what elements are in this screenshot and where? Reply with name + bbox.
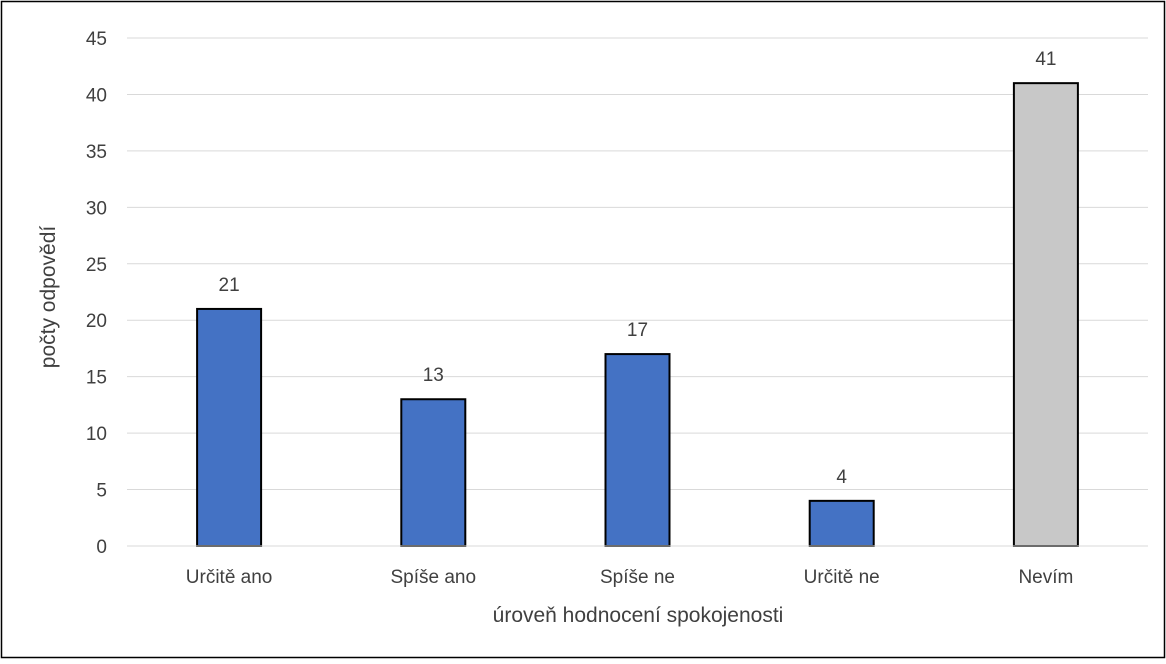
y-axis-title: počty odpovědí xyxy=(37,226,60,369)
data-labels: 21 13 17 4 41 xyxy=(219,49,1057,488)
x-tick-label: Spíše ne xyxy=(600,567,675,588)
x-tick-label: Nevím xyxy=(1018,567,1073,588)
y-tick-label: 10 xyxy=(86,424,107,445)
bar xyxy=(1012,82,1079,548)
x-tick-label: Určitě ano xyxy=(186,567,273,588)
x-tick-label: Určitě ne xyxy=(804,567,880,588)
bars xyxy=(196,82,1079,548)
bar xyxy=(400,398,467,547)
data-label: 13 xyxy=(423,365,444,386)
y-tick-label: 30 xyxy=(86,198,107,219)
y-tick-label: 15 xyxy=(86,368,107,389)
bar xyxy=(196,307,263,547)
y-tick-label: 40 xyxy=(86,85,107,106)
x-axis-tick-labels: Určitě ano Spíše ano Spíše ne Určitě ne Neví… xyxy=(186,567,1074,588)
y-tick-label: 35 xyxy=(86,142,107,163)
y-axis-tick-labels: 0 5 10 15 20 25 30 35 40 45 xyxy=(86,29,107,558)
y-tick-label: 45 xyxy=(86,29,107,50)
bar xyxy=(808,499,875,548)
data-label: 17 xyxy=(627,320,648,341)
gridlines xyxy=(127,37,1148,491)
y-tick-label: 5 xyxy=(96,481,107,502)
y-tick-label: 0 xyxy=(96,537,107,558)
data-label: 4 xyxy=(836,467,847,488)
data-label: 21 xyxy=(219,275,240,296)
y-tick-label: 20 xyxy=(86,311,107,332)
y-tick-label: 25 xyxy=(86,255,107,276)
data-label: 41 xyxy=(1035,49,1056,70)
x-tick-label: Spíše ano xyxy=(391,567,477,588)
x-axis-title: úroveň hodnocení spokojenosti xyxy=(493,604,784,627)
bar xyxy=(604,353,671,548)
